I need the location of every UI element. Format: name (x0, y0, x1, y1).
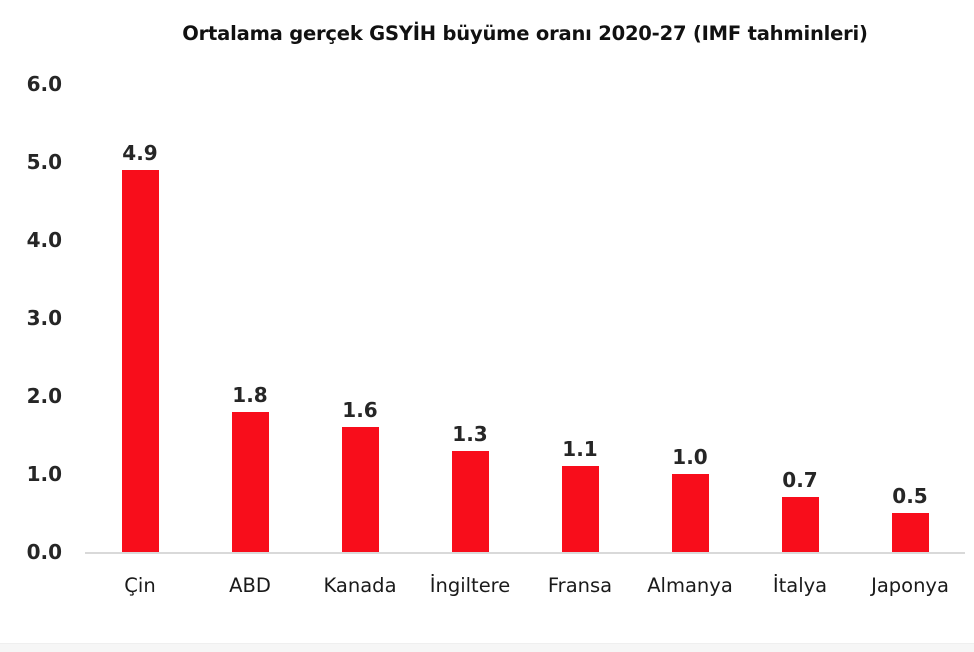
x-category-label: Fransa (547, 574, 613, 597)
x-category-label: Japonya (871, 574, 949, 597)
bar-italya (781, 497, 819, 552)
y-tick-label: 6.0 (26, 72, 62, 96)
bar-group-abd: 1.8 (195, 385, 305, 552)
bar-value-label: 1.3 (452, 422, 488, 446)
bar-group-fransa: 1.1 (525, 439, 635, 552)
bar-abd (231, 412, 269, 552)
plot-area: 4.9 1.8 1.6 1.3 1.1 1.0 0.7 0.5 (85, 84, 965, 552)
x-category-label: Kanada (323, 574, 397, 597)
bar-kanada (341, 427, 379, 552)
x-axis-baseline (85, 552, 965, 554)
bottom-edge-divider (0, 643, 974, 652)
y-tick-label: 4.0 (26, 228, 62, 252)
bar-value-label: 1.1 (562, 437, 598, 461)
bar-value-label: 0.5 (892, 484, 928, 508)
bar-value-label: 1.6 (342, 398, 378, 422)
bar-japonya (891, 513, 929, 552)
bar-value-label: 1.8 (232, 383, 268, 407)
y-tick-label: 3.0 (26, 306, 62, 330)
bar-fransa (561, 466, 599, 552)
bar-group-almanya: 1.0 (635, 447, 745, 552)
bar-ingiltere (451, 451, 489, 552)
y-tick-label: 0.0 (26, 540, 62, 564)
bar-value-label: 0.7 (782, 468, 818, 492)
bar-cin (121, 170, 159, 552)
bar-group-cin: 4.9 (85, 143, 195, 552)
y-tick-label: 2.0 (26, 384, 62, 408)
x-category-label: İngiltere (429, 574, 511, 597)
y-axis: 6.0 5.0 4.0 3.0 2.0 1.0 0.0 (0, 0, 62, 652)
bar-group-japonya: 0.5 (855, 486, 965, 552)
x-category-label: İtalya (772, 574, 828, 597)
y-tick-label: 5.0 (26, 150, 62, 174)
bar-group-ingiltere: 1.3 (415, 424, 525, 552)
x-category-label: Çin (124, 574, 156, 597)
x-axis: Çin ABD Kanada İngiltere Fransa Almanya … (85, 574, 965, 597)
bar-almanya (671, 474, 709, 552)
x-category-label: Almanya (647, 574, 733, 597)
chart-title: Ortalama gerçek GSYİH büyüme oranı 2020-… (182, 22, 868, 45)
bar-group-italya: 0.7 (745, 470, 855, 552)
y-tick-label: 1.0 (26, 462, 62, 486)
x-category-label: ABD (229, 574, 271, 597)
bar-value-label: 1.0 (672, 445, 708, 469)
bar-value-label: 4.9 (122, 141, 158, 165)
bar-group-kanada: 1.6 (305, 400, 415, 552)
